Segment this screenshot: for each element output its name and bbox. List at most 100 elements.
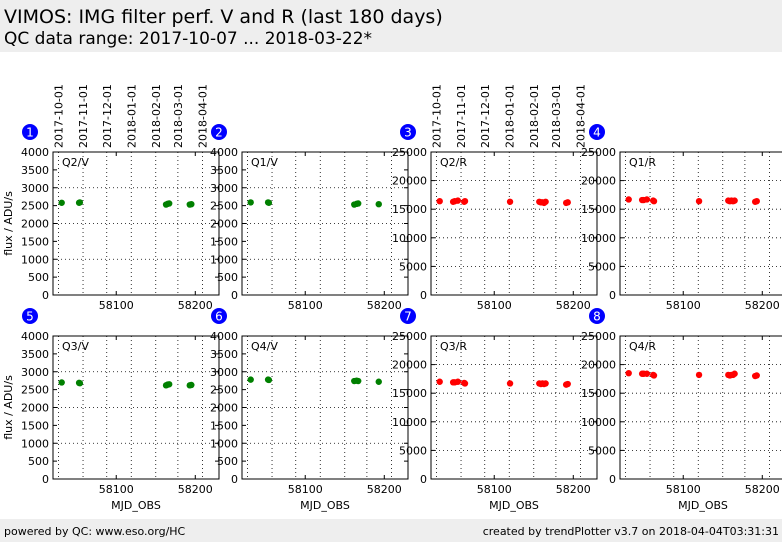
panel-badge-number: 4 bbox=[593, 126, 601, 140]
page-subtitle: QC data range: 2017-10-07 ... 2018-03-22… bbox=[4, 29, 373, 49]
date-tick-label: 2018-03-01 bbox=[172, 84, 185, 148]
y-tick-label: 3500 bbox=[210, 164, 238, 177]
y-tick-label: 20000 bbox=[581, 175, 616, 188]
y-tick-label: 0 bbox=[609, 473, 616, 486]
x-tick-label: 58100 bbox=[477, 483, 512, 496]
panel-badge-number: 5 bbox=[26, 310, 34, 324]
plot-frame bbox=[619, 335, 782, 480]
data-point bbox=[564, 199, 571, 206]
data-point bbox=[461, 197, 469, 205]
panel-badge bbox=[22, 308, 38, 324]
date-tick-label: 2018-04-01 bbox=[196, 84, 209, 148]
footer-bar: powered by QC: www.eso.org/HC created by… bbox=[0, 519, 782, 542]
y-tick-label: 0 bbox=[420, 289, 427, 302]
data-point bbox=[731, 197, 738, 204]
y-tick-label: 0 bbox=[231, 473, 238, 486]
y-tick-label: 5000 bbox=[399, 444, 427, 457]
y-tick-label: 4000 bbox=[21, 330, 49, 343]
date-tick-label: 2018-02-01 bbox=[150, 84, 163, 148]
date-tick-label: 2017-12-01 bbox=[479, 84, 492, 148]
y-tick-label: 1500 bbox=[21, 235, 49, 248]
y-tick-label: 4000 bbox=[21, 146, 49, 159]
x-tick-label: 58200 bbox=[745, 299, 780, 312]
panel-badge bbox=[211, 124, 227, 140]
y-tick-label: 0 bbox=[42, 289, 49, 302]
panel-badge bbox=[22, 124, 38, 140]
x-tick-label: 58200 bbox=[367, 299, 402, 312]
panel-badge bbox=[589, 124, 605, 140]
y-tick-label: 2000 bbox=[21, 402, 49, 415]
data-point bbox=[695, 197, 703, 205]
data-point bbox=[375, 200, 382, 208]
y-tick-label: 3000 bbox=[21, 182, 49, 195]
panel-badge-number: 1 bbox=[26, 126, 34, 140]
data-point bbox=[643, 196, 651, 203]
date-tick-label: 2017-10-01 bbox=[53, 84, 66, 148]
date-tick-label: 2018-04-01 bbox=[574, 84, 587, 148]
data-point bbox=[454, 378, 462, 385]
date-tick-label: 2017-11-01 bbox=[455, 84, 468, 148]
x-tick-label: 58100 bbox=[288, 299, 323, 312]
y-tick-label: 2500 bbox=[210, 200, 238, 213]
y-tick-label: 1500 bbox=[21, 419, 49, 432]
x-tick-label: 58200 bbox=[745, 483, 780, 496]
y-tick-label: 4000 bbox=[210, 330, 238, 343]
y-tick-label: 2000 bbox=[21, 218, 49, 231]
panel-badge-number: 3 bbox=[404, 126, 412, 140]
y-tick-label: 0 bbox=[42, 473, 49, 486]
y-tick-label: 500 bbox=[28, 455, 49, 468]
y-tick-label: 500 bbox=[217, 455, 238, 468]
y-tick-label: 1500 bbox=[210, 419, 238, 432]
plot-frame bbox=[619, 151, 782, 296]
y-tick-label: 3000 bbox=[210, 182, 238, 195]
x-tick-label: 58200 bbox=[367, 483, 402, 496]
data-point bbox=[753, 197, 760, 205]
y-tick-label: 1000 bbox=[210, 437, 238, 450]
data-point bbox=[166, 381, 173, 388]
panel-label: Q2/V bbox=[62, 156, 89, 169]
y-tick-label: 4000 bbox=[210, 146, 238, 159]
x-tick-label: 58200 bbox=[556, 299, 591, 312]
y-tick-label: 3500 bbox=[21, 348, 49, 361]
data-point bbox=[166, 200, 173, 207]
y-tick-label: 2500 bbox=[21, 384, 49, 397]
panel-label: Q1/V bbox=[251, 156, 278, 169]
x-tick-label: 58200 bbox=[178, 483, 213, 496]
x-tick-label: 58100 bbox=[666, 483, 701, 496]
panel-badge-number: 2 bbox=[215, 126, 223, 140]
x-axis-label: MJD_OBS bbox=[300, 499, 350, 512]
x-axis-label: MJD_OBS bbox=[678, 499, 728, 512]
y-tick-label: 20000 bbox=[581, 359, 616, 372]
data-point bbox=[188, 200, 195, 208]
x-tick-label: 58100 bbox=[99, 483, 134, 496]
panel-label: Q2/R bbox=[440, 156, 467, 169]
data-point bbox=[265, 199, 273, 206]
data-point bbox=[188, 381, 195, 389]
y-tick-label: 25000 bbox=[581, 330, 616, 343]
y-tick-label: 2000 bbox=[210, 218, 238, 231]
data-point bbox=[247, 199, 254, 206]
panel-label: Q3/V bbox=[62, 340, 89, 353]
date-tick-label: 2018-01-01 bbox=[125, 84, 138, 148]
data-point bbox=[542, 198, 549, 205]
y-tick-label: 25000 bbox=[392, 330, 427, 343]
data-point bbox=[76, 199, 84, 206]
panel-badge bbox=[400, 124, 416, 140]
panel-badge bbox=[211, 308, 227, 324]
data-point bbox=[650, 197, 658, 205]
y-tick-label: 5000 bbox=[588, 260, 616, 273]
date-tick-label: 2018-01-01 bbox=[503, 84, 516, 148]
data-point bbox=[375, 378, 382, 385]
y-tick-label: 1000 bbox=[21, 437, 49, 450]
data-point bbox=[58, 199, 65, 206]
panel-badge-number: 7 bbox=[404, 310, 412, 324]
panel-badge bbox=[589, 308, 605, 324]
y-axis-label: flux / ADU/s bbox=[2, 191, 15, 256]
data-point bbox=[355, 377, 362, 385]
y-tick-label: 1000 bbox=[21, 253, 49, 266]
y-tick-label: 15000 bbox=[392, 387, 427, 400]
y-tick-label: 25000 bbox=[581, 146, 616, 159]
y-tick-label: 20000 bbox=[392, 175, 427, 188]
y-tick-label: 5000 bbox=[588, 444, 616, 457]
panel-badge-number: 8 bbox=[593, 310, 601, 324]
